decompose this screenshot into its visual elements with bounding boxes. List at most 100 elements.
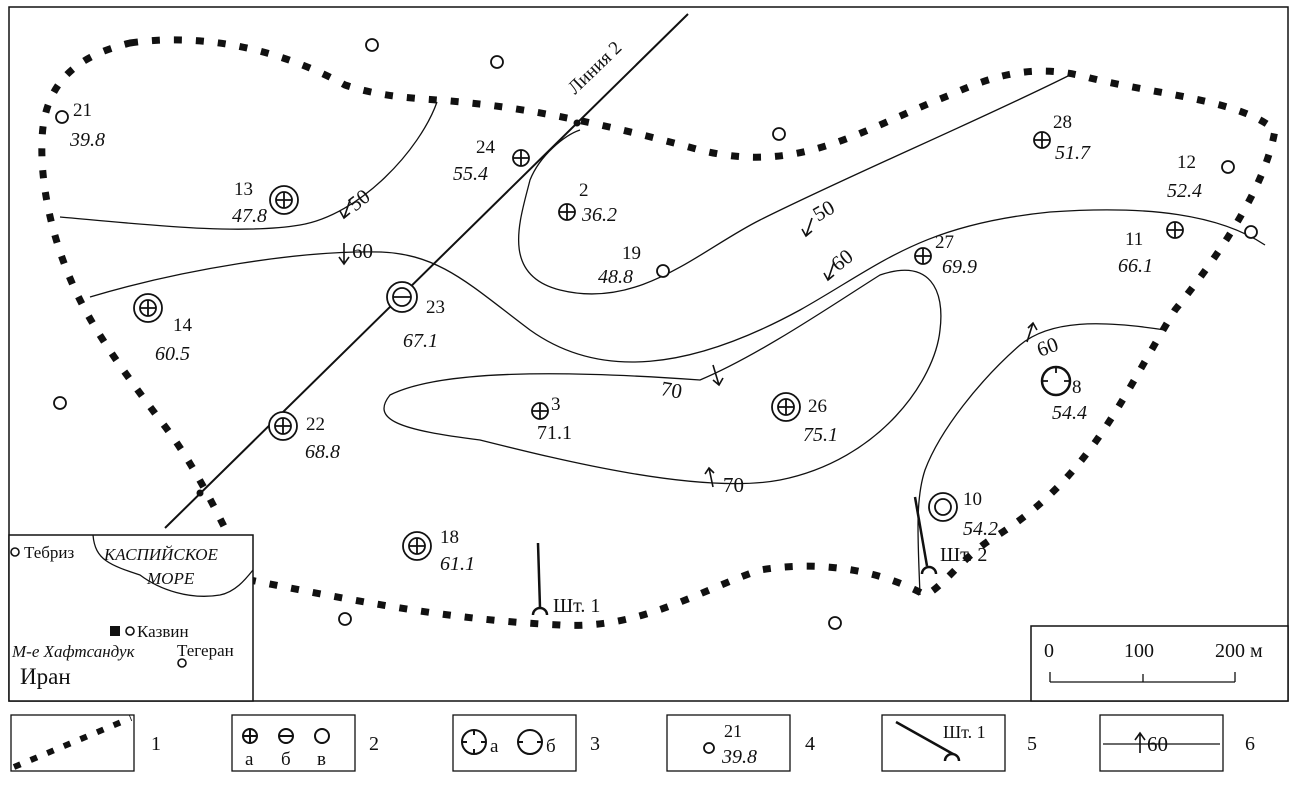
well-number: 18 <box>440 527 459 548</box>
well-14-symbol <box>133 293 163 323</box>
svg-text:200 м: 200 м <box>1215 640 1263 662</box>
svg-text:1: 1 <box>151 733 161 755</box>
map-frame <box>8 6 1289 702</box>
isoline-50-east <box>517 74 1071 295</box>
legend-item-1: 1 <box>10 714 161 772</box>
profile-line-label: Линия 2 <box>564 37 626 98</box>
city-tehran: Тегеран <box>177 641 234 660</box>
svg-text:3: 3 <box>590 733 600 755</box>
well-value: 66.1 <box>1118 255 1153 277</box>
isoline-60-west <box>89 209 1266 363</box>
well-number: 12 <box>1177 152 1196 173</box>
svg-text:а: а <box>245 749 254 770</box>
well-18-symbol <box>402 531 432 561</box>
well-number: 13 <box>234 179 253 200</box>
isoline-label: 50 <box>809 195 839 226</box>
legend: 1 а б в 2 а б 3 <box>10 714 1255 772</box>
legend-item-6: 60 6 <box>1099 714 1255 772</box>
well-28-symbol <box>1033 131 1051 149</box>
well-value: 54.2 <box>963 518 998 540</box>
well-value: 71.1 <box>537 422 572 444</box>
well-21-symbol <box>55 110 69 124</box>
isoline-70 <box>383 269 942 485</box>
well-24-symbol <box>512 149 530 167</box>
legend-item-5: Шт. 1 5 <box>881 714 1037 772</box>
plain-wells <box>53 38 1258 630</box>
caspian-coast <box>92 534 254 597</box>
legend-item-4: 21 39.8 4 <box>666 714 815 772</box>
well-11-symbol <box>1166 221 1184 239</box>
well-value: 39.8 <box>69 129 105 151</box>
well-value: 52.4 <box>1167 180 1202 202</box>
svg-text:39.8: 39.8 <box>721 746 757 768</box>
isoline-label: 60 <box>352 239 373 263</box>
svg-text:21: 21 <box>724 721 742 741</box>
well-value: 68.8 <box>305 441 340 463</box>
well-number: 11 <box>1125 229 1143 250</box>
isoline-50-west <box>59 101 438 230</box>
svg-text:0: 0 <box>1044 640 1054 662</box>
isoline-label: 60 <box>1034 332 1062 362</box>
svg-text:б: б <box>281 749 291 770</box>
shaft-2 <box>913 496 938 575</box>
well-number: 8 <box>1072 377 1082 398</box>
well-number: 27 <box>935 232 954 253</box>
svg-text:в: в <box>317 749 326 770</box>
well-19-symbol <box>656 264 670 278</box>
well-number: 19 <box>622 243 641 264</box>
svg-text:б: б <box>546 736 556 757</box>
well-value: 67.1 <box>403 330 438 352</box>
well-value: 51.7 <box>1055 142 1091 164</box>
shaft-2-label: Шт. 2 <box>940 544 987 566</box>
deposit-boundary <box>38 36 1279 629</box>
location-inset: Тебриз КАСПИЙСКОЕ МОРЕ Казвин М-е Хафтса… <box>8 534 254 702</box>
legend-item-3: а б 3 <box>452 714 600 772</box>
svg-text:60: 60 <box>1147 732 1168 756</box>
well-value: 47.8 <box>232 205 267 227</box>
shaft-1 <box>531 542 549 616</box>
well-number: 26 <box>808 396 827 417</box>
well-value: 75.1 <box>803 424 838 446</box>
sea-label: КАСПИЙСКОЕ <box>103 545 219 564</box>
well-number: 21 <box>73 100 92 121</box>
well-number: 28 <box>1053 112 1072 133</box>
country-label: Иран <box>20 664 71 689</box>
svg-text:а: а <box>490 736 499 757</box>
dip-arrows <box>338 199 1038 488</box>
svg-text:2: 2 <box>369 733 379 755</box>
well-value: 61.1 <box>440 553 475 575</box>
well-2-symbol <box>558 203 576 221</box>
svg-text:Шт. 1: Шт. 1 <box>943 722 986 742</box>
isoline-label: 70 <box>659 376 684 403</box>
well-value: 36.2 <box>581 204 617 226</box>
well-26-symbol <box>771 392 801 422</box>
well-number: 22 <box>306 414 325 435</box>
well-27-symbol <box>914 247 932 265</box>
well-value: 54.4 <box>1052 402 1087 424</box>
svg-text:100: 100 <box>1124 640 1154 662</box>
svg-text:5: 5 <box>1027 733 1037 755</box>
well-23-symbol <box>386 281 418 313</box>
shaft-1-label: Шт. 1 <box>553 595 600 617</box>
well-number: 24 <box>476 137 496 158</box>
deposit-label: М-е Хафтсандук <box>11 642 136 661</box>
well-value: 69.9 <box>942 256 977 278</box>
well-number: 14 <box>173 315 193 336</box>
legend-item-2: а б в 2 <box>231 714 379 772</box>
sea-label: МОРЕ <box>146 569 195 588</box>
well-value: 60.5 <box>155 343 190 365</box>
isoline-label: 50 <box>343 184 374 216</box>
isoline-label: 70 <box>723 473 744 497</box>
well-22-symbol <box>268 411 298 441</box>
city-qazvin: Казвин <box>137 622 189 641</box>
svg-text:6: 6 <box>1245 733 1255 755</box>
profile-line-2 <box>164 13 689 529</box>
well-number: 23 <box>426 297 445 318</box>
scale-bar: 0 100 200 м <box>1030 625 1289 702</box>
well-8-symbol <box>1040 365 1072 397</box>
well-number: 10 <box>963 489 982 510</box>
well-13-symbol <box>269 185 299 215</box>
well-number: 3 <box>551 394 561 415</box>
well-number: 2 <box>579 180 589 201</box>
